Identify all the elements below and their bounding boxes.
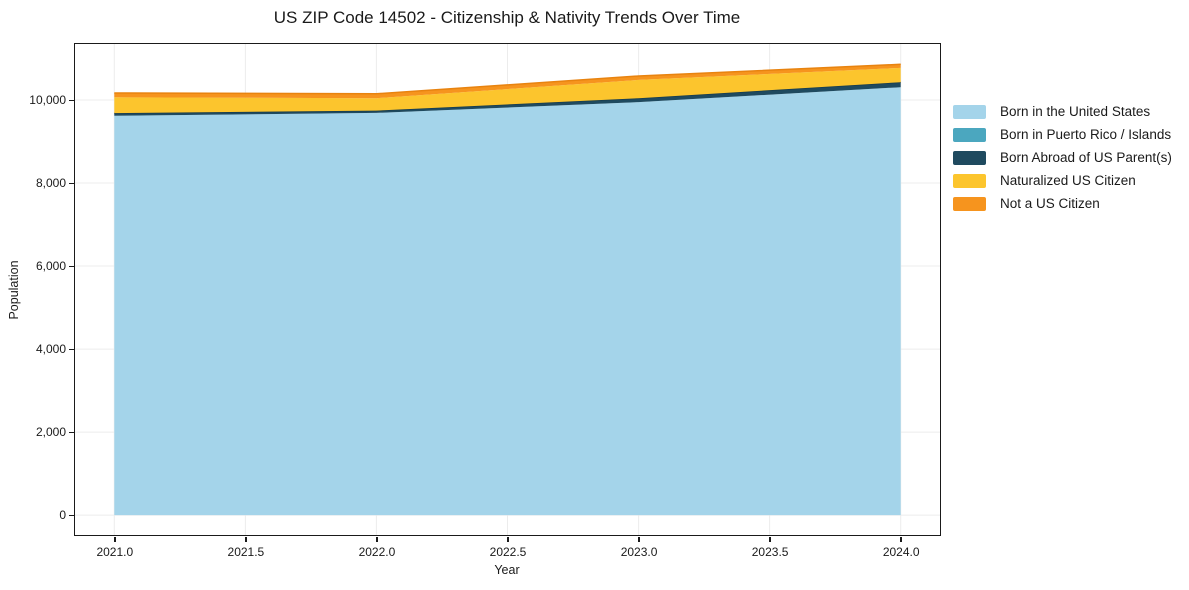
x-tick-label: 2022.0 [358, 545, 396, 559]
legend-label: Not a US Citizen [1000, 196, 1100, 211]
legend-item: Born in Puerto Rico / Islands [953, 123, 1172, 146]
tick-mark [69, 348, 74, 351]
y-tick-label: 2,000 [35, 425, 66, 440]
tick-mark [245, 537, 247, 542]
x-tick-label: 2021.5 [227, 545, 265, 559]
x-tick-label: 2024.0 [882, 545, 920, 559]
x-tick-label: 2021.0 [96, 545, 134, 559]
legend-swatch [953, 104, 986, 119]
tick-mark [69, 431, 74, 434]
x-tick-label: 2022.5 [489, 545, 527, 559]
legend-swatch [953, 150, 986, 165]
legend-swatch [953, 127, 986, 142]
plot-svg [75, 44, 940, 535]
y-tick-label: 10,000 [29, 93, 66, 108]
y-tick-label: 6,000 [35, 259, 66, 274]
tick-mark [69, 182, 74, 185]
plot-area [74, 43, 941, 536]
x-tick-label: 2023.0 [620, 545, 658, 559]
legend-label: Born in the United States [1000, 104, 1151, 119]
tick-mark [638, 537, 640, 542]
legend: Born in the United States Born in Puerto… [953, 100, 1172, 215]
legend-swatch [953, 196, 986, 211]
tick-mark [69, 265, 74, 268]
legend-item: Born in the United States [953, 100, 1172, 123]
x-axis-label: Year [494, 563, 520, 577]
legend-item: Not a US Citizen [953, 192, 1172, 215]
legend-item: Naturalized US Citizen [953, 169, 1172, 192]
legend-swatch [953, 173, 986, 188]
legend-label: Born Abroad of US Parent(s) [1000, 150, 1172, 165]
y-tick-label: 0 [59, 508, 66, 523]
y-tick-label: 4,000 [35, 342, 66, 357]
legend-label: Born in Puerto Rico / Islands [1000, 127, 1172, 142]
tick-mark [376, 537, 378, 542]
tick-mark [69, 514, 74, 517]
chart-title: US ZIP Code 14502 - Citizenship & Nativi… [273, 8, 741, 27]
legend-label: Naturalized US Citizen [1000, 173, 1136, 188]
tick-mark [900, 537, 902, 542]
y-tick-label: 8,000 [35, 176, 66, 191]
tick-mark [507, 537, 509, 542]
tick-mark [769, 537, 771, 542]
x-tick-label: 2023.5 [751, 545, 789, 559]
tick-mark [69, 99, 74, 102]
legend-item: Born Abroad of US Parent(s) [953, 146, 1172, 169]
tick-mark [114, 537, 116, 542]
